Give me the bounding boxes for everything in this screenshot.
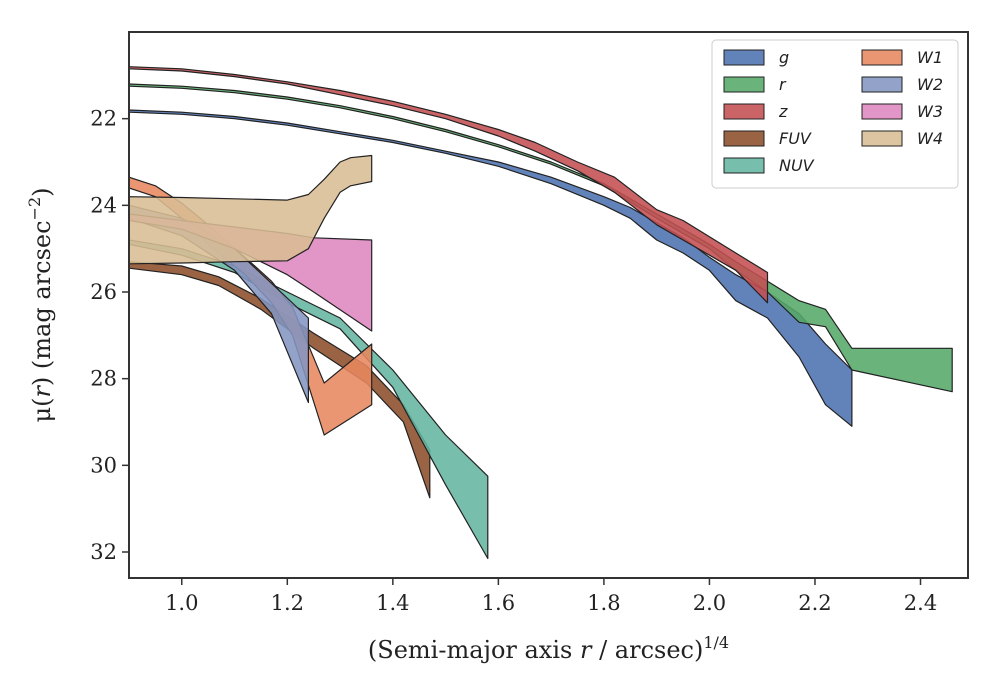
series-band-z [129,66,769,304]
series-band-w4 [129,154,373,265]
legend-label-w4: W4 [917,129,943,148]
legend-swatch-r [723,76,765,93]
series-layer [129,66,953,560]
legend-label-w2: W2 [917,75,943,94]
legend-swatch-z [723,103,765,120]
legend: grz FUV NUV W1 W2 W3 W4 [711,39,959,189]
y-tick-label: 22 [90,107,117,131]
legend-label-w3: W3 [917,102,943,121]
legend-swatch-w2 [861,76,903,93]
series-band-r [129,83,953,393]
x-tick-label: 1.4 [376,591,409,615]
y-axis-label: μ(r) (mag arcsec−2) [25,187,56,422]
x-axis-label: (Semi-major axis r / arcsec)1/4 [368,633,729,664]
legend-swatch-w1 [861,49,903,66]
legend-label-z: z [778,102,788,121]
legend-swatch-nuv [723,157,765,174]
x-tick-label: 2.0 [693,591,726,615]
legend-label-nuv: NUV [779,156,815,175]
x-axis-ticks: 1.0 1.2 1.4 1.6 1.8 2.0 2.2 2.4 [165,578,937,615]
y-tick-label: 24 [90,193,117,217]
legend-label-g: g [779,48,789,67]
y-tick-label: 28 [90,367,117,391]
legend-swatch-w4 [861,130,903,147]
series-band-g [129,109,853,427]
y-tick-label: 26 [90,280,117,304]
plot-frame [128,31,969,579]
legend-label-fuv: FUV [779,129,812,148]
x-tick-label: 2.4 [904,591,937,615]
legend-label-r: r [779,75,787,94]
x-tick-label: 1.2 [271,591,304,615]
legend-label-w1: W1 [917,48,943,67]
x-tick-label: 1.0 [165,591,198,615]
legend-swatch-w3 [861,103,903,120]
x-tick-label: 2.2 [798,591,831,615]
x-tick-label: 1.6 [482,591,515,615]
y-tick-label: 32 [90,540,117,564]
y-axis-ticks: 22 24 26 28 30 32 [90,107,129,564]
y-tick-label: 30 [90,453,117,477]
x-tick-label: 1.8 [587,591,620,615]
legend-swatch-fuv [723,130,765,147]
legend-swatch-g [723,49,765,66]
